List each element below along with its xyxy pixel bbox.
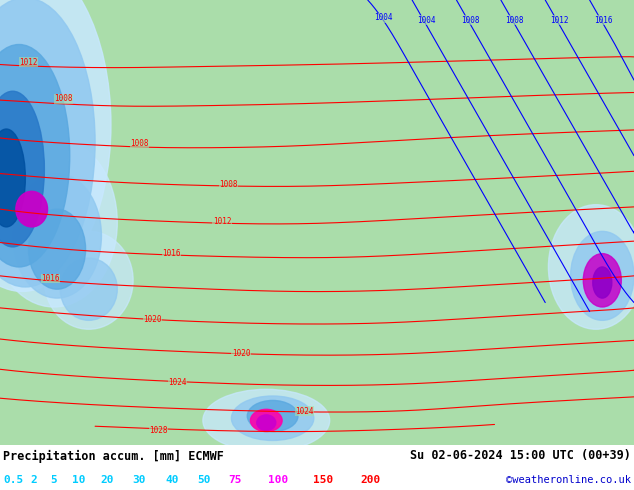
Ellipse shape bbox=[29, 209, 86, 289]
Ellipse shape bbox=[0, 138, 117, 307]
Ellipse shape bbox=[593, 267, 612, 298]
Text: 50: 50 bbox=[197, 475, 210, 486]
Ellipse shape bbox=[0, 91, 44, 247]
Text: 150: 150 bbox=[313, 475, 333, 486]
Text: Precipitation accum. [mm] ECMWF: Precipitation accum. [mm] ECMWF bbox=[3, 449, 224, 463]
Ellipse shape bbox=[257, 415, 276, 430]
Text: 40: 40 bbox=[165, 475, 179, 486]
Ellipse shape bbox=[0, 0, 111, 292]
Text: 1008: 1008 bbox=[130, 139, 149, 148]
Text: 1008: 1008 bbox=[54, 94, 73, 103]
Ellipse shape bbox=[583, 254, 621, 307]
Text: 1028: 1028 bbox=[149, 426, 168, 435]
Text: 1012: 1012 bbox=[212, 217, 231, 226]
Text: 30: 30 bbox=[132, 475, 145, 486]
Ellipse shape bbox=[16, 191, 48, 227]
Text: 1020: 1020 bbox=[231, 349, 250, 358]
Text: 75: 75 bbox=[228, 475, 242, 486]
Ellipse shape bbox=[250, 409, 282, 432]
Text: 1008: 1008 bbox=[219, 180, 238, 189]
Ellipse shape bbox=[13, 173, 101, 298]
Ellipse shape bbox=[0, 45, 70, 267]
Ellipse shape bbox=[203, 389, 330, 452]
Text: 2: 2 bbox=[30, 475, 37, 486]
Text: 1016: 1016 bbox=[41, 274, 60, 283]
Ellipse shape bbox=[247, 400, 298, 432]
Text: 10: 10 bbox=[72, 475, 86, 486]
Text: 1012: 1012 bbox=[550, 16, 569, 24]
Text: 1008: 1008 bbox=[505, 16, 524, 24]
Ellipse shape bbox=[0, 129, 25, 227]
Text: 1024: 1024 bbox=[295, 407, 314, 416]
Text: 1004: 1004 bbox=[374, 13, 393, 23]
Ellipse shape bbox=[60, 258, 117, 320]
Text: ©weatheronline.co.uk: ©weatheronline.co.uk bbox=[506, 475, 631, 486]
Ellipse shape bbox=[44, 231, 133, 329]
Text: 1020: 1020 bbox=[143, 316, 162, 324]
Text: 1016: 1016 bbox=[162, 249, 181, 258]
Ellipse shape bbox=[571, 231, 634, 320]
Text: 1024: 1024 bbox=[168, 378, 187, 387]
Text: 1008: 1008 bbox=[461, 16, 480, 24]
Text: 20: 20 bbox=[100, 475, 113, 486]
Text: 1012: 1012 bbox=[19, 58, 38, 67]
Text: 1004: 1004 bbox=[417, 16, 436, 24]
Ellipse shape bbox=[231, 396, 314, 441]
Text: 0.5: 0.5 bbox=[3, 475, 23, 486]
Text: 1016: 1016 bbox=[594, 16, 613, 24]
Text: Su 02-06-2024 15:00 UTC (00+39): Su 02-06-2024 15:00 UTC (00+39) bbox=[410, 449, 631, 463]
Text: 200: 200 bbox=[360, 475, 380, 486]
Ellipse shape bbox=[548, 205, 634, 329]
Text: 5: 5 bbox=[50, 475, 57, 486]
Ellipse shape bbox=[0, 0, 95, 287]
Text: 100: 100 bbox=[268, 475, 288, 486]
